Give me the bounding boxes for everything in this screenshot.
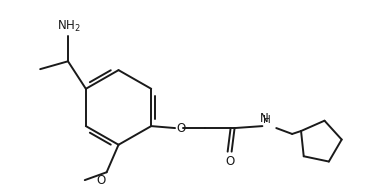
- Text: NH$_2$: NH$_2$: [57, 19, 81, 34]
- Text: N: N: [259, 112, 268, 125]
- Text: H: H: [263, 115, 271, 125]
- Text: O: O: [96, 174, 106, 187]
- Text: O: O: [225, 155, 234, 168]
- Text: O: O: [176, 122, 185, 135]
